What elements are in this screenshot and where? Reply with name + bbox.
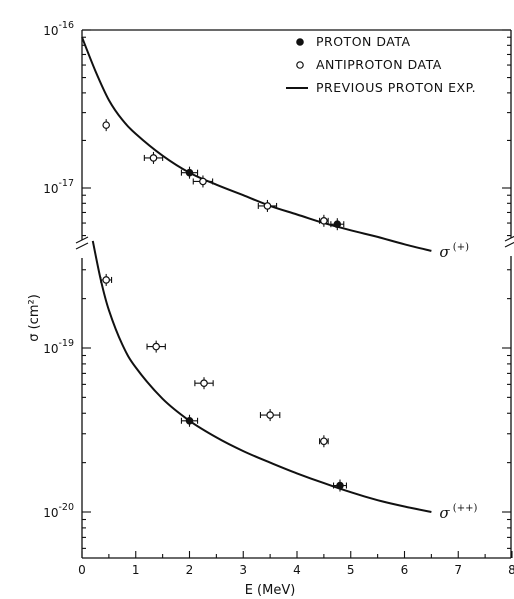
- legend-entry: PREVIOUS PROTON EXP.: [286, 80, 476, 95]
- curves: σ (+) σ (++): [81, 36, 477, 522]
- x-axis-label: E (MeV): [245, 583, 296, 598]
- y-tick-label: 10-19: [43, 338, 74, 356]
- sigma-plus-curve: [81, 36, 432, 252]
- x-tick-label: 6: [401, 563, 409, 577]
- x-tick-label: 0: [78, 563, 86, 577]
- antiproton-data-point: [257, 199, 278, 212]
- legend-filled-marker: [296, 38, 304, 46]
- sigma-plusplus-curve: [91, 240, 432, 513]
- sigma-plus-label: σ (+): [439, 242, 469, 261]
- legend: PROTON DATA ANTIPROTON DATA PREVIOUS PROTO…: [286, 34, 476, 95]
- antiproton-data-point: [194, 377, 214, 390]
- antiproton-data-point: [319, 214, 329, 227]
- y-axis-label: σ (cm²): [27, 294, 42, 342]
- antiproton-data-point: [100, 273, 113, 286]
- y-tick-label: 10-17: [43, 178, 74, 196]
- sigma-plusplus-label: σ (++): [439, 503, 477, 522]
- antiproton-data-point: [319, 435, 329, 448]
- antiproton-data-point: [143, 151, 164, 164]
- x-tick-label: 7: [454, 563, 462, 577]
- x-tick-label: 5: [347, 563, 355, 577]
- antiproton-data-point: [102, 119, 110, 132]
- x-tick-label: 2: [186, 563, 194, 577]
- x-tick-label: 8: [508, 563, 514, 577]
- axes: 0 1 2 3 4 5 6 7 8 10-16 10-17 10-19 10-20: [43, 20, 514, 577]
- proton-data-point: [332, 479, 348, 492]
- x-tick-label: 3: [239, 563, 247, 577]
- antiproton-data-point: [259, 409, 281, 422]
- proton-data-point: [180, 414, 199, 427]
- legend-open-marker: [296, 61, 304, 69]
- antiproton-data-point: [192, 175, 214, 188]
- proton-data-point: [330, 218, 345, 231]
- x-tick-label: 4: [293, 563, 301, 577]
- data-points: [100, 119, 348, 492]
- legend-label: ANTIPROTON DATA: [316, 57, 442, 72]
- legend-label: PREVIOUS PROTON EXP.: [316, 80, 476, 95]
- legend-label: PROTON DATA: [316, 34, 411, 49]
- axis-break-mark: [75, 236, 89, 250]
- x-tick-label: 1: [132, 563, 140, 577]
- y-tick-label: 10-20: [43, 502, 74, 520]
- antiproton-data-point: [146, 340, 166, 353]
- legend-entry: ANTIPROTON DATA: [296, 57, 442, 72]
- legend-entry: PROTON DATA: [296, 34, 411, 49]
- proton-data-point: [180, 166, 199, 179]
- y-tick-label: 10-16: [43, 20, 74, 38]
- axis-break-mark: [504, 235, 514, 248]
